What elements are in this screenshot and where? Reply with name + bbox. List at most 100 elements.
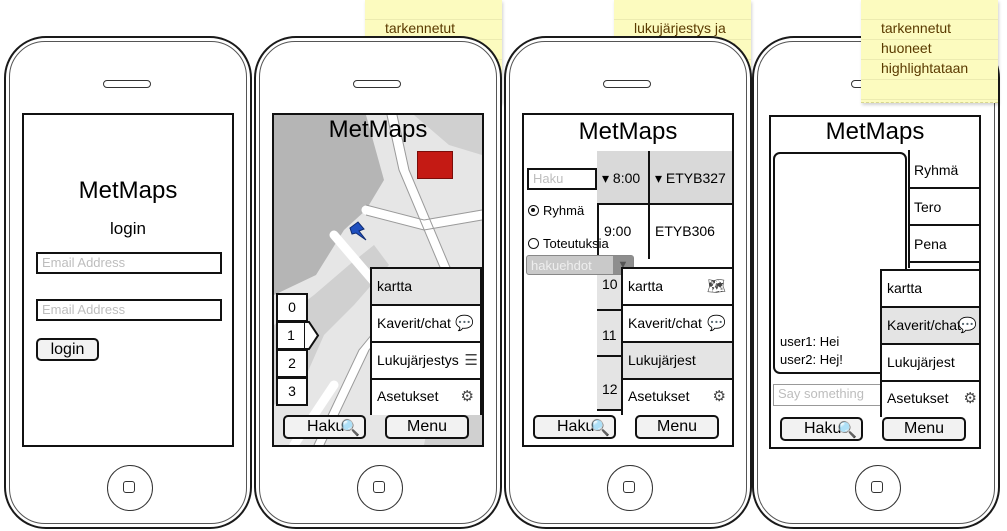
- note-line: tarkennetut: [385, 20, 456, 36]
- home-icon: [123, 481, 135, 493]
- menu-item-label: kartta: [887, 280, 923, 296]
- friend-item[interactable]: Ryhmä: [908, 152, 979, 189]
- phone-bezel: [259, 41, 497, 524]
- friends-list: [908, 150, 979, 268]
- menu-item-label: Kaverit/chat: [887, 317, 961, 333]
- main-menu: kartta Kaverit/chat 💬 Lukujärjestys ☰ As…: [370, 267, 482, 415]
- menu-item-chat[interactable]: Kaverit/chat 💬: [623, 306, 732, 343]
- filter-dropdown-value: hakuehdot: [531, 258, 592, 273]
- search-button[interactable]: Haku: [533, 415, 616, 439]
- location-pin-icon[interactable]: [346, 220, 368, 242]
- menu-item-kartta[interactable]: kartta 🗺: [623, 269, 732, 306]
- header-room-label: ETYB327: [665, 170, 726, 186]
- schedule-search-input[interactable]: Haku: [527, 168, 597, 190]
- gear-icon: ⚙: [963, 390, 977, 407]
- search-button-label: Haku: [557, 418, 595, 435]
- table-header-room[interactable]: ▾ ETYB327: [650, 151, 732, 205]
- menu-item-settings[interactable]: Asetukset ⚙: [623, 380, 732, 415]
- search-button-label: Haku: [307, 418, 345, 435]
- filter-dropdown[interactable]: hakuehdot ▼: [526, 255, 634, 275]
- radio-group[interactable]: [528, 205, 539, 216]
- table-cell-time: 9:00: [597, 205, 650, 259]
- search-button[interactable]: Haku: [283, 415, 366, 439]
- menu-item-kartta[interactable]: kartta: [372, 269, 480, 306]
- map-icon: 🗺: [706, 278, 726, 295]
- home-button[interactable]: [107, 465, 153, 511]
- menu-item-chat[interactable]: Kaverit/chat 💬: [372, 306, 480, 343]
- search-button[interactable]: Haku: [780, 417, 863, 441]
- app-title: MetMaps: [825, 118, 925, 145]
- menu-item-kartta[interactable]: kartta: [882, 271, 979, 308]
- main-menu: kartta Kaverit/chat 💬 Lukujärjest Asetuk…: [880, 269, 979, 417]
- friend-item[interactable]: Tero: [908, 189, 979, 226]
- header-time-label: 8:00: [612, 170, 641, 186]
- search-icon: 🔍: [837, 422, 857, 439]
- home-icon: [871, 481, 883, 493]
- menu-item-schedule[interactable]: Lukujärjest: [882, 345, 979, 382]
- menu-item-label: Asetukset: [628, 388, 690, 404]
- friend-item[interactable]: Pena: [908, 226, 979, 263]
- table-header-time[interactable]: ▾ 8:00: [597, 151, 650, 205]
- menu-item-label: Kaverit/chat: [377, 315, 451, 331]
- schedule-screen: MetMaps Haku Ryhmä Toteutuksia ▾ 8:00 ▾ …: [522, 113, 734, 447]
- floor-tab-1[interactable]: 1: [276, 321, 306, 350]
- email-field[interactable]: Email Address: [36, 252, 222, 274]
- menu-item-settings[interactable]: Asetukset ⚙: [372, 380, 480, 415]
- menu-button[interactable]: Menu: [635, 415, 719, 439]
- chat-message: user1: Hei: [780, 334, 840, 349]
- note-line: huoneet: [881, 40, 932, 56]
- table-cell-time: 10: [597, 269, 625, 309]
- menu-item-label: Kaverit/chat: [628, 315, 702, 331]
- login-button[interactable]: login: [36, 338, 99, 361]
- list-icon: ☰: [464, 352, 478, 369]
- password-field[interactable]: Email Address: [36, 299, 222, 321]
- table-cell-time: 12: [597, 355, 625, 411]
- chat-icon: 💬: [455, 315, 474, 332]
- home-icon: [623, 481, 635, 493]
- app-title: MetMaps: [578, 118, 678, 145]
- chat-message-area: [773, 152, 907, 374]
- home-button[interactable]: [855, 465, 901, 511]
- radio-implementations[interactable]: [528, 238, 539, 249]
- phone-speaker: [103, 80, 151, 88]
- home-icon: [373, 481, 385, 493]
- menu-button[interactable]: Menu: [882, 417, 966, 441]
- note-line: lukujärjestys ja: [634, 20, 726, 36]
- chat-screen: MetMaps user1: Hei user2: Hej! Say somet…: [769, 115, 981, 449]
- search-button-label: Haku: [804, 420, 842, 437]
- menu-item-schedule[interactable]: Lukujärjest: [623, 343, 732, 380]
- note-line: highlightataan: [881, 60, 969, 76]
- radio-implementations-label: Toteutuksia: [543, 236, 609, 251]
- phone-bezel: [509, 41, 747, 524]
- floor-tab-3[interactable]: 3: [276, 377, 308, 406]
- menu-item-label: kartta: [628, 278, 664, 294]
- chat-message: user2: Hej!: [780, 352, 843, 367]
- menu-item-label: kartta: [377, 278, 413, 294]
- room-highlight-marker[interactable]: [417, 151, 453, 179]
- login-subtitle: login: [110, 219, 146, 238]
- login-screen: MetMaps login Email Address Email Addres…: [22, 113, 234, 447]
- note-line: tarkennetut: [881, 20, 952, 36]
- phone-speaker: [603, 80, 651, 88]
- menu-item-label: Lukujärjest: [887, 354, 955, 370]
- radio-group-label: Ryhmä: [543, 203, 585, 218]
- menu-item-label: Lukujärjest: [628, 352, 696, 368]
- map-screen: MetMaps 0 1 2 3 kartta Kaverit/chat 💬 Lu…: [272, 113, 484, 447]
- home-button[interactable]: [357, 465, 403, 511]
- phone-bezel: [9, 41, 247, 524]
- annotation-note-3: tarkennetut huoneet highlightataan: [861, 0, 998, 103]
- main-menu: kartta 🗺 Kaverit/chat 💬 Lukujärjest Aset…: [621, 267, 732, 415]
- chat-icon: 💬: [707, 315, 726, 332]
- chat-input[interactable]: Say something: [773, 384, 893, 406]
- floor-tab-selected-arrow: [304, 321, 320, 350]
- gear-icon: ⚙: [460, 388, 474, 405]
- menu-item-settings[interactable]: Asetukset ⚙: [882, 382, 979, 417]
- app-title: MetMaps: [78, 177, 178, 204]
- menu-item-schedule[interactable]: Lukujärjestys ☰: [372, 343, 480, 380]
- menu-item-chat[interactable]: Kaverit/chat 💬: [882, 308, 979, 345]
- home-button[interactable]: [607, 465, 653, 511]
- menu-button[interactable]: Menu: [385, 415, 469, 439]
- floor-tab-2[interactable]: 2: [276, 349, 308, 378]
- menu-item-label: Asetukset: [377, 388, 439, 404]
- floor-tab-0[interactable]: 0: [276, 293, 308, 322]
